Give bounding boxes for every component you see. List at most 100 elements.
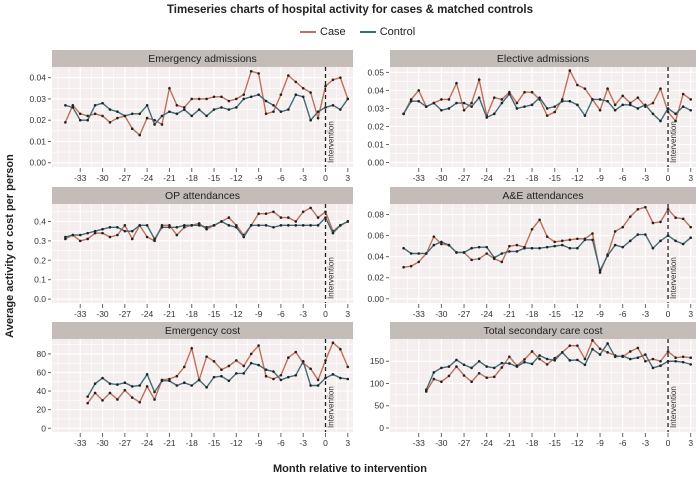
data-point-control (190, 384, 194, 387)
data-point-control (235, 372, 238, 375)
data-point-case (116, 233, 119, 237)
data-point-case (145, 385, 149, 388)
data-point-control (86, 118, 89, 122)
data-point-control (145, 103, 149, 107)
data-point-control (508, 250, 511, 253)
data-point-control (264, 99, 268, 103)
data-point-control (576, 246, 579, 250)
data-point-control (644, 103, 647, 107)
series-line-control (87, 359, 348, 398)
data-point-case (130, 237, 134, 241)
x-tick-label: -27 (119, 438, 132, 448)
data-point-case (197, 222, 201, 225)
panel-title: Emergency cost (165, 325, 240, 337)
data-point-control (644, 353, 647, 356)
data-point-case (447, 98, 451, 101)
y-tick-label: 0.02 (367, 121, 384, 131)
data-point-control (316, 384, 320, 387)
data-point-control (93, 229, 97, 233)
data-point-case (545, 114, 549, 117)
data-point-control (508, 362, 511, 365)
data-point-control (545, 245, 549, 249)
panel-title: Emergency admissions (148, 53, 257, 65)
data-point-case (116, 398, 119, 401)
data-point-case (492, 375, 496, 379)
y-tick-label: 0.03 (367, 103, 384, 113)
data-point-case (470, 380, 473, 384)
data-point-case (508, 90, 511, 94)
data-point-control (279, 224, 283, 227)
data-point-case (560, 239, 564, 243)
y-tick-label: 0.3 (34, 236, 46, 246)
data-point-case (242, 93, 246, 96)
x-tick-label: -3 (299, 438, 307, 448)
x-tick-label: -30 (435, 438, 448, 448)
data-point-case (402, 265, 405, 269)
data-point-control (636, 107, 640, 110)
x-tick-label: -24 (481, 438, 494, 448)
data-point-case (462, 108, 466, 112)
data-point-control (508, 92, 511, 96)
x-tick-label: -27 (458, 309, 471, 319)
data-point-control (116, 383, 119, 386)
x-tick-label: 0 (323, 438, 328, 448)
data-point-control (492, 112, 496, 116)
data-point-case (123, 224, 127, 227)
y-tick-label: 20 (37, 405, 47, 415)
data-point-case (477, 371, 481, 375)
data-point-case (145, 116, 149, 120)
y-tick-label: 80 (37, 349, 47, 359)
data-point-control (242, 235, 246, 239)
data-point-case (666, 207, 670, 211)
data-point-case (227, 364, 231, 368)
data-point-control (432, 243, 436, 247)
data-point-case (455, 81, 458, 85)
data-point-control (205, 386, 208, 389)
data-point-control (346, 97, 350, 101)
data-point-control (138, 112, 141, 116)
data-point-case (123, 388, 127, 392)
data-point-case (455, 365, 458, 368)
data-point-case (508, 355, 511, 359)
y-tick-label: 40 (37, 386, 47, 396)
x-tick-label: -33 (413, 173, 426, 183)
data-point-case (538, 218, 541, 222)
data-point-control (485, 365, 489, 368)
data-point-control (568, 99, 572, 103)
data-point-control (86, 395, 89, 398)
data-point-control (301, 95, 305, 99)
data-point-case (93, 231, 97, 235)
y-tick-label: 0.05 (367, 67, 384, 77)
chart-title: Timeseries charts of hospital activity f… (166, 4, 533, 16)
data-point-case (560, 98, 564, 101)
data-point-control (287, 224, 290, 227)
data-point-case (644, 205, 647, 209)
data-point-control (560, 351, 564, 354)
x-tick-label: -15 (208, 173, 221, 183)
data-point-case (301, 210, 305, 214)
data-point-control (101, 101, 104, 105)
data-point-case (316, 116, 320, 120)
x-tick-label: -27 (119, 173, 132, 183)
data-point-control (591, 238, 594, 242)
x-tick-label: -33 (413, 438, 426, 448)
data-point-control (455, 101, 458, 105)
intervention-label: Intervention (327, 121, 336, 163)
data-point-case (294, 80, 298, 84)
data-point-control (447, 243, 451, 247)
data-point-case (220, 95, 223, 99)
data-point-case (249, 69, 253, 73)
x-tick-label: -30 (96, 438, 109, 448)
data-point-control (500, 252, 504, 255)
data-point-case (659, 359, 662, 363)
x-tick-label: -6 (619, 438, 627, 448)
data-point-case (175, 374, 179, 378)
data-point-case (500, 260, 504, 264)
x-tick-label: 3 (345, 438, 350, 448)
data-point-control (659, 119, 662, 123)
data-point-control (689, 236, 693, 240)
x-tick-label: -21 (163, 173, 176, 183)
data-point-control (108, 108, 112, 111)
data-point-control (485, 245, 489, 249)
x-tick-label: -27 (458, 173, 471, 183)
